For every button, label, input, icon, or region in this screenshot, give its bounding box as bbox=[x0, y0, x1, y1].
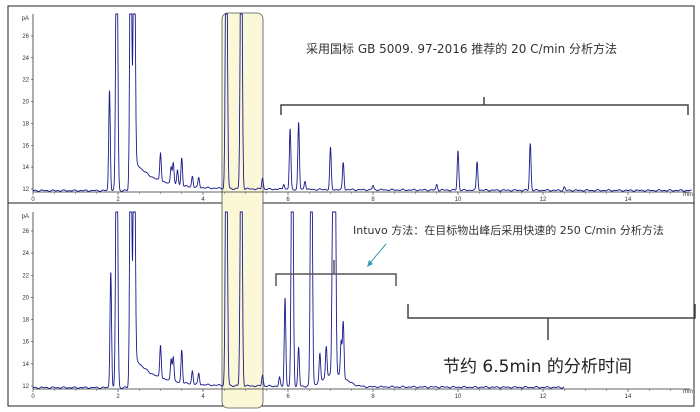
chromatogram-trace bbox=[32, 211, 565, 389]
y-tick-label: 18 bbox=[22, 121, 29, 127]
x-tick-label: 14 bbox=[625, 394, 632, 400]
y-tick-label: 12 bbox=[22, 384, 29, 390]
figure-frame bbox=[7, 5, 695, 407]
y-tick-label: 26 bbox=[22, 229, 29, 235]
x-axis-label: min bbox=[683, 192, 693, 198]
y-tick-label: 14 bbox=[22, 362, 29, 368]
x-axis-label: min bbox=[683, 389, 693, 395]
chromatogram-trace bbox=[33, 13, 692, 192]
x-tick-label: 12 bbox=[540, 394, 547, 400]
arrow-head-icon bbox=[367, 260, 373, 267]
x-tick-label: 8 bbox=[371, 394, 375, 400]
y-tick-label: 18 bbox=[22, 318, 29, 324]
top-method-label: 采用国标 GB 5009. 97-2016 推荐的 20 C/min 分析方法 bbox=[306, 42, 618, 56]
x-tick-label: 10 bbox=[455, 394, 462, 400]
y-axis-label: pA bbox=[22, 16, 29, 22]
x-tick-label: 12 bbox=[540, 197, 547, 203]
y-tick-label: 20 bbox=[22, 295, 29, 301]
bottom-bracket-saved bbox=[407, 304, 696, 340]
y-tick-label: 16 bbox=[22, 143, 29, 149]
x-tick-label: 8 bbox=[371, 197, 375, 203]
highlight-box bbox=[221, 12, 264, 409]
x-tick-label: 14 bbox=[625, 197, 632, 203]
bottom-method-label: Intuvo 方法：在目标物出峰后采用快速的 250 C/min 分析方法 bbox=[353, 224, 664, 237]
time-saving-label: 节约 6.5min 的分析时间 bbox=[443, 357, 632, 377]
y-tick-label: 26 bbox=[22, 34, 29, 40]
x-tick-label: 4 bbox=[201, 197, 205, 203]
x-tick-label: 10 bbox=[455, 197, 462, 203]
x-tick-label: 4 bbox=[201, 394, 205, 400]
y-tick-label: 20 bbox=[22, 100, 29, 106]
top-bracket bbox=[280, 97, 689, 115]
bottom-bracket-fast bbox=[275, 260, 397, 286]
x-tick-label: 0 bbox=[31, 394, 35, 400]
x-tick-label: 6 bbox=[286, 197, 290, 203]
x-tick-label: 2 bbox=[116, 394, 120, 400]
x-tick-label: 6 bbox=[286, 394, 290, 400]
y-tick-label: 24 bbox=[22, 56, 29, 62]
y-tick-label: 12 bbox=[22, 187, 29, 193]
y-tick-label: 16 bbox=[22, 340, 29, 346]
arrow-line bbox=[369, 243, 387, 264]
y-tick-label: 22 bbox=[22, 273, 29, 279]
y-tick-label: 14 bbox=[22, 165, 29, 171]
y-axis-label: pA bbox=[22, 214, 29, 220]
x-tick-label: 2 bbox=[116, 197, 120, 203]
x-tick-label: 0 bbox=[31, 197, 35, 203]
y-tick-label: 24 bbox=[22, 251, 29, 257]
y-tick-label: 22 bbox=[22, 78, 29, 84]
